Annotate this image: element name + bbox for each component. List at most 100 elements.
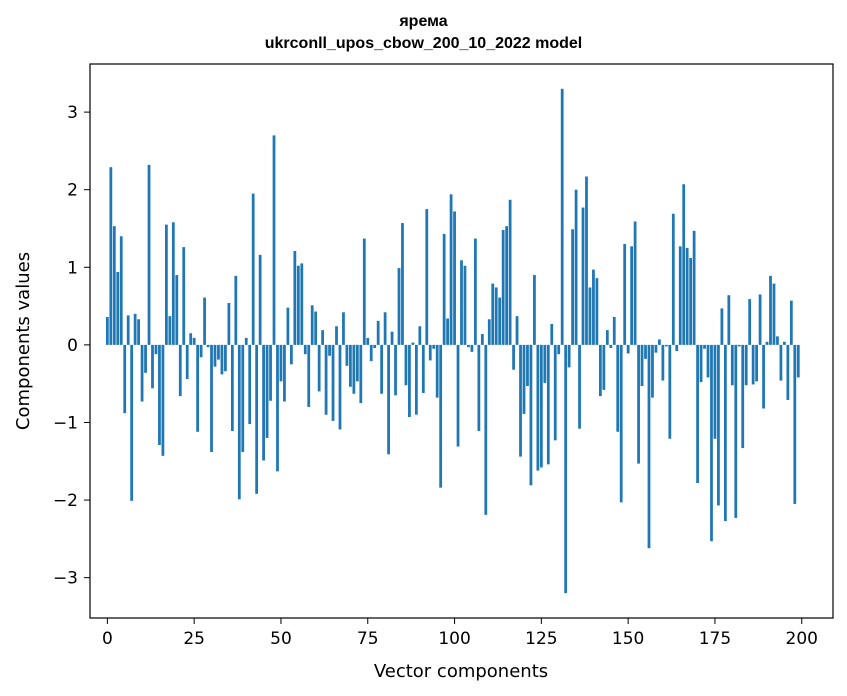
bar <box>151 344 154 389</box>
bar <box>494 287 498 345</box>
bar <box>755 344 759 382</box>
bar <box>647 344 651 549</box>
bar <box>685 247 689 345</box>
bar <box>609 344 613 348</box>
bar <box>661 344 665 381</box>
bar <box>262 344 265 461</box>
bar <box>303 344 307 355</box>
bar <box>213 344 217 367</box>
bar <box>428 344 432 361</box>
bar <box>564 344 568 594</box>
bar <box>574 189 578 345</box>
bar <box>640 344 644 387</box>
bar <box>710 344 713 542</box>
bar <box>664 344 668 347</box>
x-tick-label: 125 <box>525 629 557 649</box>
y-axis-label: Components values <box>13 252 34 430</box>
x-tick-label: 25 <box>183 629 205 649</box>
bar <box>230 344 234 432</box>
bar <box>394 344 397 396</box>
x-tick-label: 200 <box>786 629 818 649</box>
y-tick-label: −1 <box>53 413 78 433</box>
bar <box>203 297 206 345</box>
bar <box>289 344 293 365</box>
bar <box>234 275 238 345</box>
bar <box>723 344 727 522</box>
bar <box>449 194 453 345</box>
bar <box>453 211 456 345</box>
bar <box>522 344 526 414</box>
bar <box>119 236 123 345</box>
bar <box>442 233 446 345</box>
x-tick-label: 175 <box>699 629 731 649</box>
bar <box>751 344 755 385</box>
bar <box>401 223 404 345</box>
bar <box>241 344 245 452</box>
bar <box>543 344 547 383</box>
chart-title-line2: ukrconll_upos_cbow_200_10_2022 model <box>264 35 583 52</box>
bar <box>425 209 429 345</box>
bar <box>467 344 470 348</box>
bar <box>765 341 769 345</box>
bar <box>272 135 276 345</box>
bar <box>335 326 338 345</box>
bar <box>359 344 363 404</box>
bar <box>217 344 220 360</box>
bar <box>571 229 574 345</box>
bar <box>161 344 165 456</box>
bar <box>779 344 783 381</box>
bar <box>130 344 134 501</box>
bar <box>671 213 675 345</box>
bar <box>637 344 640 464</box>
bar <box>512 344 515 370</box>
bar <box>314 311 318 345</box>
bar <box>248 344 252 425</box>
bar <box>793 344 797 504</box>
x-tick-label: 75 <box>357 629 379 649</box>
bar <box>619 344 623 503</box>
x-tick-label: 150 <box>612 629 644 649</box>
bar <box>158 344 161 445</box>
bar <box>692 230 696 345</box>
bar <box>578 344 581 429</box>
bar <box>296 265 300 345</box>
bar <box>279 344 283 382</box>
bar <box>706 344 710 378</box>
bar <box>307 344 311 407</box>
bar <box>154 344 158 355</box>
bar <box>175 275 179 345</box>
bar <box>116 271 120 345</box>
bar <box>737 344 741 347</box>
bar <box>251 193 255 345</box>
bar <box>595 278 599 345</box>
bar <box>220 344 224 375</box>
bar <box>196 344 200 432</box>
bar <box>654 344 658 353</box>
bar <box>439 344 443 488</box>
bar <box>473 238 477 345</box>
bar <box>630 246 634 345</box>
x-tick-label: 50 <box>270 629 292 649</box>
bar <box>598 344 602 397</box>
bar <box>258 254 262 345</box>
bar <box>126 315 130 345</box>
bar <box>501 230 505 345</box>
bar <box>199 344 203 358</box>
bar <box>758 294 762 345</box>
bar <box>612 316 616 345</box>
y-tick-label: 1 <box>67 258 78 278</box>
bar <box>109 167 113 345</box>
bar <box>345 344 349 366</box>
bar <box>324 344 328 415</box>
chart-title-line1: ярема <box>399 13 448 30</box>
bar <box>171 222 175 345</box>
bar <box>633 221 637 345</box>
bar <box>380 344 384 394</box>
bar <box>310 305 314 345</box>
bar <box>463 265 467 345</box>
bar <box>321 330 325 345</box>
bar <box>331 344 335 421</box>
plot-frame <box>89 63 834 619</box>
bar <box>112 226 116 345</box>
